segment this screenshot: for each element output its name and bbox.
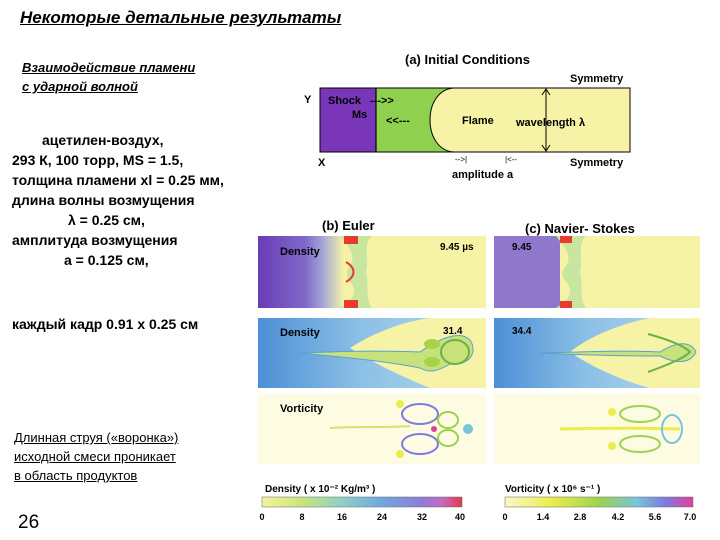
vorticity-colorbar-ticks: 0 1.4 2.8 4.2 5.6 7.0 [502, 512, 696, 522]
wavelength-arrowheads [541, 88, 551, 152]
row3-label: Vorticity [280, 403, 324, 415]
density-tick: 24 [377, 512, 387, 522]
vorticity-colorbar-label: Vorticity ( x 10⁶ s⁻¹ ) [505, 484, 600, 495]
param-line: амплитуда возмущения [12, 232, 178, 248]
param-line: a = 0.125 см, [64, 252, 149, 268]
flame-arrow: <<--- [386, 115, 410, 127]
conclusion-line: Длинная струя («воронка») [14, 430, 179, 445]
param-line: λ = 0.25 см, [68, 212, 145, 228]
conclusion-line: исходной смеси проникает [14, 449, 176, 464]
euler-vorticity [258, 394, 486, 464]
row2-label: Density [280, 327, 321, 339]
symmetry-bottom-label: Symmetry [570, 157, 624, 169]
x-axis-label: X [318, 157, 326, 169]
vorticity-tick: 2.8 [574, 512, 587, 522]
initial-domain-border [319, 87, 631, 153]
density-tick: 0 [259, 512, 264, 522]
slide-subtitle: Взаимодействие пламени с ударной волной [22, 58, 195, 96]
density-colorbar [261, 496, 463, 508]
euler-density-late [258, 318, 486, 388]
subtitle-line: с ударной волной [22, 79, 138, 94]
shock-label: Shock [328, 95, 362, 107]
ns-density-late [494, 318, 700, 388]
amplitude-label: amplitude a [452, 169, 514, 181]
euler-density-early [258, 236, 486, 308]
ms-label: Ms [352, 109, 367, 121]
param-line: 293 К, 100 торр, MS = 1.5, [12, 152, 184, 168]
row2-time-ns: 34.4 [512, 326, 532, 337]
row2-time-euler: 31.4 [443, 326, 463, 337]
flame-label: Flame [462, 115, 494, 127]
vorticity-colorbar [504, 496, 694, 508]
simulation-parameters: ацетилен-воздух, 293 К, 100 торр, MS = 1… [12, 130, 224, 270]
frame-size-note: каждый кадр 0.91 x 0.25 см [12, 316, 199, 332]
page-number: 26 [18, 512, 40, 533]
shocked-region [320, 88, 376, 152]
flame-front [429, 87, 456, 153]
density-tick: 8 [299, 512, 304, 522]
amplitude-marker-right: |<-- [505, 155, 517, 164]
conclusion-note: Длинная струя («воронка») исходной смеси… [14, 428, 178, 485]
param-line: толщина пламени xl = 0.25 мм, [12, 172, 224, 188]
amplitude-marker-left: -->| [455, 155, 467, 164]
panel-a-title: (a) Initial Conditions [405, 52, 530, 67]
row1-time-euler: 9.45 µs [440, 242, 474, 253]
param-line: ацетилен-воздух, [42, 132, 164, 148]
density-tick: 32 [417, 512, 427, 522]
y-axis-label: Y [304, 94, 312, 106]
wavelength-label: wavelength λ [515, 117, 585, 129]
subtitle-line: Взаимодействие пламени [22, 60, 196, 75]
vorticity-tick: 5.6 [649, 512, 662, 522]
panel-c-title: (c) Navier- Stokes [525, 221, 635, 236]
density-colorbar-ticks: 0 8 16 24 32 40 [259, 512, 465, 522]
density-colorbar-label: Density ( x 10⁻² Kg/m³ ) [265, 484, 375, 495]
vorticity-tick: 0 [502, 512, 507, 522]
slide-title: Некоторые детальные результаты [20, 8, 342, 27]
vorticity-tick: 7.0 [684, 512, 697, 522]
burned-region [430, 88, 630, 152]
row1-time-ns: 9.45 [512, 242, 532, 253]
symmetry-top-label: Symmetry [570, 73, 624, 85]
density-tick: 16 [337, 512, 347, 522]
density-tick: 40 [455, 512, 465, 522]
ns-vorticity [494, 394, 700, 464]
ns-density-early [494, 236, 700, 308]
vorticity-tick: 1.4 [537, 512, 550, 522]
vorticity-tick: 4.2 [612, 512, 625, 522]
panel-b-title: (b) Euler [322, 218, 375, 233]
shock-arrow: --->> [370, 95, 394, 107]
param-line: длина волны возмущения [12, 192, 195, 208]
row1-label: Density [280, 246, 321, 258]
conclusion-line: в область продуктов [14, 468, 138, 483]
